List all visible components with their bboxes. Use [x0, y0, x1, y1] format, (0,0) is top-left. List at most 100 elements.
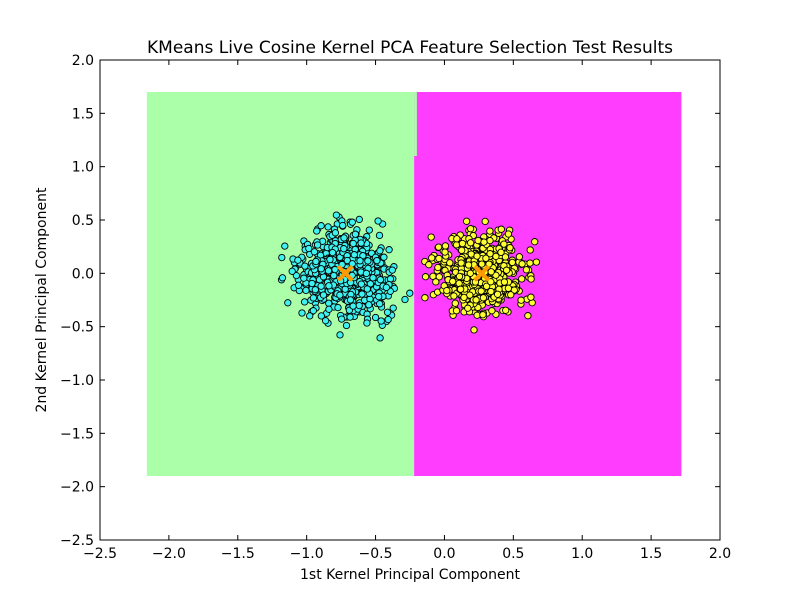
- y-tick-label: −0.5: [60, 320, 94, 336]
- scatter-point: [357, 280, 366, 288]
- y-tick-label: −1.5: [60, 426, 94, 442]
- scatter-point: [371, 313, 380, 322]
- scatter-point: [487, 268, 495, 276]
- scatter-point: [337, 315, 346, 323]
- scatter-point: [309, 307, 317, 315]
- scatter-point: [325, 305, 333, 313]
- scatter-point: [375, 292, 383, 301]
- scatter-point: [428, 254, 436, 262]
- scatter-point: [375, 231, 384, 240]
- scatter-point: [330, 271, 338, 280]
- scatter-point: [470, 326, 478, 334]
- scatter-point: [324, 267, 333, 275]
- scatter-point: [348, 218, 356, 226]
- scatter-point: [342, 321, 351, 330]
- scatter-point: [421, 273, 430, 281]
- scatter-point: [488, 307, 496, 315]
- scatter-point: [457, 259, 465, 267]
- scatter-point: [336, 291, 344, 299]
- scatter-point: [294, 281, 303, 289]
- x-tick-label: −0.5: [359, 546, 393, 562]
- scatter-point: [325, 282, 333, 290]
- scatter-point: [446, 259, 454, 267]
- scatter-point: [340, 234, 348, 242]
- scatter-point: [532, 258, 541, 266]
- scatter-point: [317, 222, 325, 230]
- scatter-point: [380, 253, 388, 261]
- scatter-point: [294, 256, 302, 264]
- scatter-point: [522, 266, 531, 274]
- scatter-point: [518, 260, 526, 268]
- scatter-point: [302, 286, 310, 295]
- scatter-point: [517, 296, 525, 304]
- scatter-point: [310, 248, 319, 256]
- scatter-point: [479, 294, 488, 302]
- scatter-point: [374, 217, 382, 225]
- cluster-points: [421, 217, 541, 334]
- scatter-point: [449, 277, 457, 286]
- y-tick-label: 0.5: [72, 213, 94, 229]
- scatter-point: [317, 265, 325, 273]
- scatter-point: [376, 247, 384, 255]
- scatter-point: [451, 299, 459, 307]
- scatter-point: [480, 238, 488, 246]
- scatter-point: [317, 282, 325, 290]
- scatter-point: [312, 257, 320, 266]
- scatter-point: [497, 225, 505, 233]
- scatter-point: [432, 278, 440, 286]
- plot-area: [99, 59, 721, 541]
- scatter-point: [452, 307, 461, 315]
- scatter-point: [487, 287, 495, 296]
- scatter-point: [349, 302, 357, 310]
- scatter-point: [487, 278, 495, 286]
- x-axis-label: 1st Kernel Principal Component: [300, 567, 520, 583]
- scatter-point: [365, 301, 373, 309]
- scatter-point: [301, 262, 309, 270]
- scatter-point: [501, 253, 510, 261]
- plot-frame: [99, 59, 721, 541]
- scatter-point: [504, 284, 513, 292]
- scatter-point: [441, 248, 449, 256]
- scatter-point: [456, 285, 465, 293]
- scatter-point: [486, 236, 494, 245]
- scatter-point: [300, 298, 309, 306]
- scatter-point: [278, 253, 286, 262]
- scatter-point: [357, 239, 365, 247]
- scatter-point: [458, 246, 466, 254]
- chart-title: KMeans Live Cosine Kernel PCA Feature Se…: [147, 38, 673, 58]
- scatter-point: [526, 246, 534, 254]
- scatter-point: [478, 260, 486, 268]
- y-tick-label: 2.0: [72, 53, 94, 69]
- scatter-point: [298, 309, 306, 317]
- scatter-point: [434, 243, 443, 251]
- scatter-point: [466, 225, 475, 233]
- scatter-point: [324, 223, 332, 231]
- scatter-point: [343, 256, 351, 265]
- y-tick-label: −1.0: [60, 373, 94, 389]
- x-tick-label: 1.0: [571, 546, 593, 562]
- x-tick-label: 0.5: [502, 546, 524, 562]
- scatter-point: [482, 282, 491, 290]
- scatter-point: [284, 299, 292, 307]
- scatter-point: [493, 290, 502, 298]
- scatter-point: [363, 285, 371, 293]
- scatter-point: [305, 244, 313, 253]
- scatter-point: [384, 315, 392, 324]
- scatter-point: [466, 239, 475, 247]
- scatter-point: [504, 230, 513, 238]
- scatter-point: [362, 269, 371, 278]
- scatter-point: [450, 292, 458, 300]
- x-tick-label: 0.0: [433, 546, 455, 562]
- scatter-point: [486, 250, 494, 258]
- scatter-point: [351, 230, 360, 238]
- scatter-point: [309, 294, 318, 302]
- scatter-point: [328, 248, 337, 257]
- scatter-point: [356, 257, 364, 265]
- scatter-point: [421, 294, 429, 302]
- scatter-point: [497, 248, 505, 256]
- scatter-point: [466, 269, 474, 277]
- scatter-point: [434, 263, 442, 272]
- x-tick-label: 2.0: [709, 546, 731, 562]
- scatter-point: [427, 233, 435, 241]
- scatter-point: [350, 251, 358, 259]
